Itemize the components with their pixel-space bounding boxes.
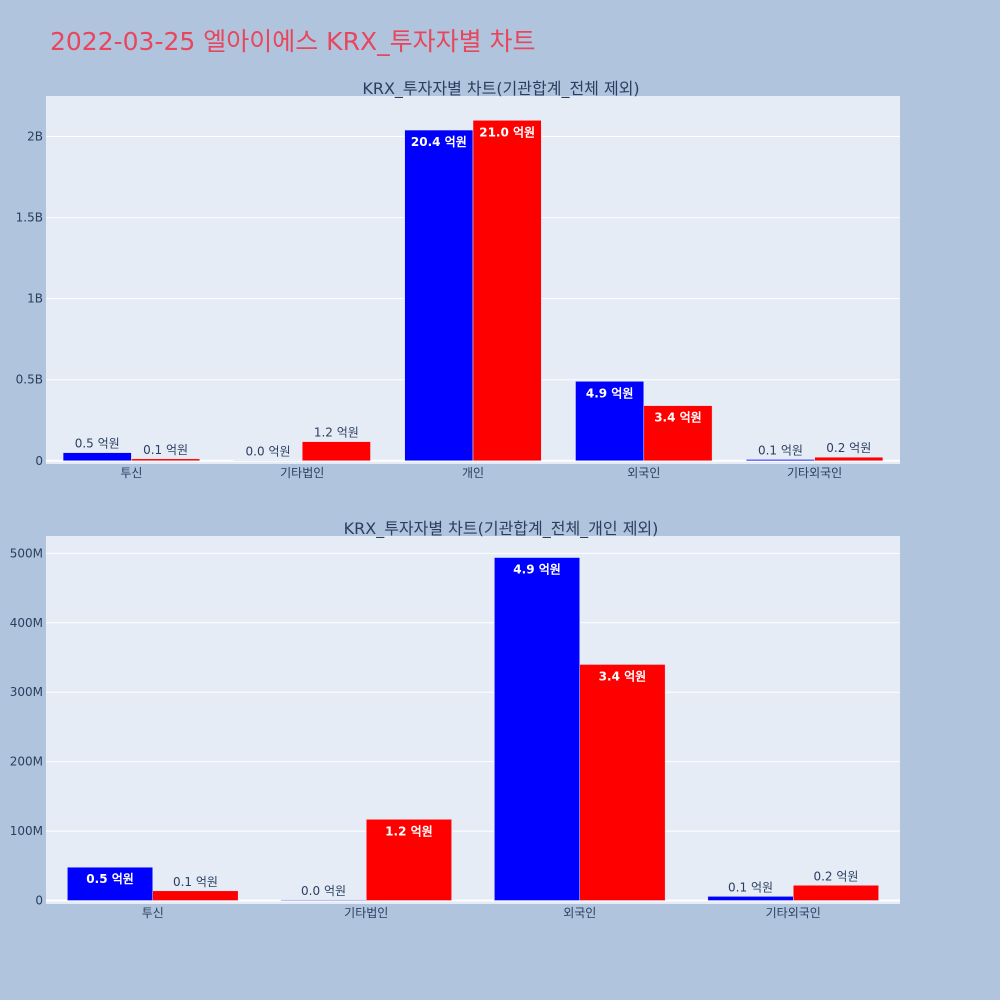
data-label: 0.5 억원	[75, 437, 120, 451]
data-label: 1.2 억원	[314, 426, 359, 440]
x-tick-label: 기타법인	[280, 466, 324, 480]
x-tick-label: 투신	[120, 466, 142, 480]
x-tick-label: 기타법인	[344, 906, 388, 920]
bar	[814, 456, 884, 462]
data-label: 1.2 억원	[385, 824, 433, 838]
y-tick-label: 0.5B	[16, 373, 43, 387]
bar	[67, 866, 153, 901]
y-tick-label: 100M	[10, 824, 43, 838]
data-label: 0.1 억원	[758, 443, 803, 457]
y-tick-label: 500M	[10, 546, 43, 560]
bar	[643, 405, 713, 462]
y-tick-label: 1.5B	[16, 211, 43, 225]
data-label: 0.0 억원	[301, 884, 346, 898]
data-label: 0.0 억원	[246, 444, 291, 458]
x-tick-label: 외국인	[627, 466, 660, 480]
plot-area-2	[46, 536, 900, 904]
data-label: 4.9 억원	[586, 386, 634, 400]
x-tick-label: 기타외국인	[766, 906, 821, 920]
x-tick-label: 개인	[462, 466, 484, 480]
bar	[793, 885, 879, 901]
y-tick-label: 300M	[10, 685, 43, 699]
y-tick-label: 0	[35, 894, 43, 908]
data-label: 21.0 억원	[479, 125, 535, 139]
page-title: 2022-03-25 엘아이에스 KRX_투자자별 차트	[50, 27, 536, 56]
bar	[404, 129, 474, 462]
y-tick-label: 200M	[10, 755, 43, 769]
data-label: 0.2 억원	[826, 441, 871, 455]
x-tick-label: 기타외국인	[787, 466, 842, 480]
chart-title-1: KRX_투자자별 차트(기관합계_전체 제외)	[362, 79, 639, 99]
x-tick-label: 투신	[142, 906, 164, 920]
bar	[233, 460, 303, 462]
data-label: 0.1 억원	[728, 880, 773, 894]
bar	[131, 458, 200, 462]
bar	[575, 381, 645, 462]
data-label: 3.4 억원	[654, 411, 702, 425]
y-tick-label: 2B	[27, 130, 43, 144]
y-tick-label: 0	[35, 454, 43, 468]
data-label: 0.2 억원	[813, 869, 858, 883]
y-tick-label: 1B	[27, 292, 43, 306]
data-label: 0.1 억원	[173, 875, 218, 889]
bar	[746, 459, 815, 462]
chart-title-2: KRX_투자자별 차트(기관합계_전체_개인 제외)	[344, 519, 659, 539]
y-tick-label: 400M	[10, 616, 43, 630]
bar	[579, 664, 666, 901]
data-label: 4.9 억원	[513, 563, 561, 577]
bar	[62, 452, 132, 462]
bar	[301, 441, 371, 462]
data-label: 20.4 억원	[411, 135, 467, 149]
data-label: 3.4 억원	[599, 669, 647, 683]
bar	[707, 896, 794, 901]
data-label: 0.1 억원	[143, 443, 188, 457]
bar	[152, 890, 239, 901]
bar	[472, 120, 542, 462]
x-tick-label: 외국인	[563, 906, 596, 920]
bar	[280, 899, 367, 901]
bar	[366, 819, 452, 901]
bar	[494, 557, 581, 901]
data-label: 0.5 억원	[86, 872, 134, 886]
